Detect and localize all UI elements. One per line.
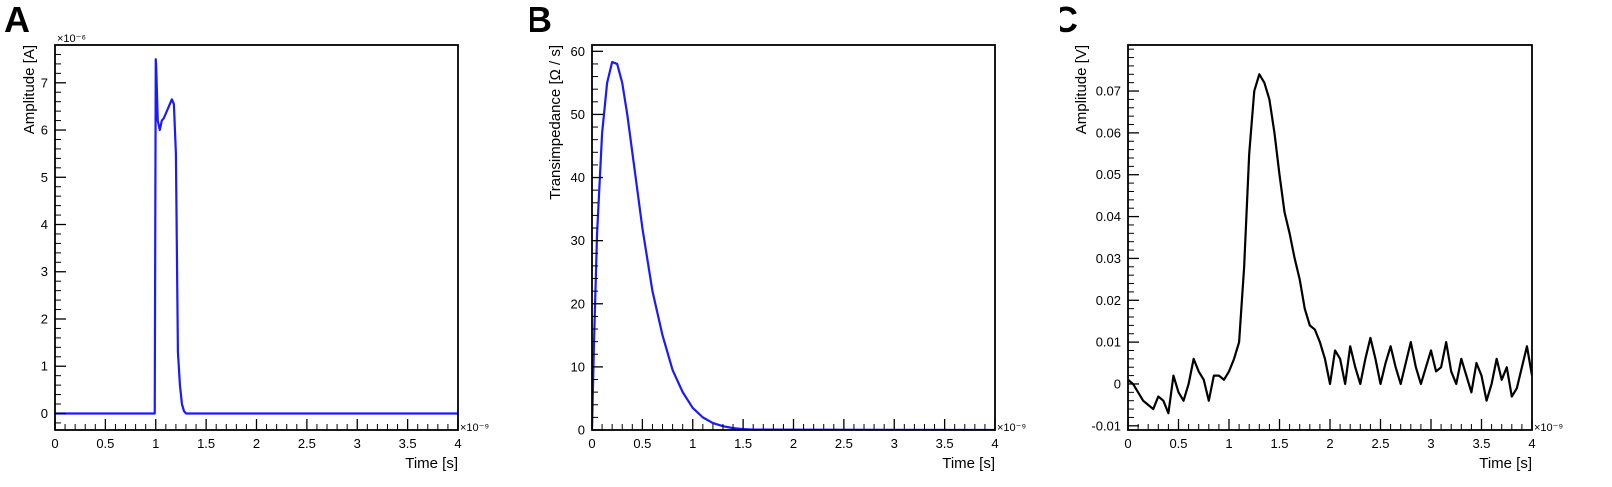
- x-tick-label-b: 1.5: [734, 436, 752, 451]
- y-axis-title-a: Amplitude [A]: [21, 45, 38, 134]
- x-tick-label-c: 0.5: [1169, 436, 1187, 451]
- panel-b: B 0 0.5 1 1.5 2 2.5 3 3.5 4 0 10 20 30 40 50 60 ×10⁻⁹ Time…: [530, 0, 1050, 487]
- y-tick-label-c: 0.07: [1096, 84, 1121, 99]
- panel-a: A 0 0.5 1 1.5 2 2.5 3 3.5 4 0 1 2 3 4 5 6 7 ×10⁻⁹ ×10⁻⁶ Time…: [0, 0, 500, 487]
- x-tick-label-a: 3: [354, 436, 361, 451]
- plot-frame-b: [591, 44, 996, 431]
- y-tick-label-a: 0: [41, 406, 48, 421]
- y-tick-label-c: -0.01: [1091, 418, 1121, 433]
- x-axis-title-c: Time [s]: [1479, 455, 1532, 472]
- series-line-c-0: [1128, 73, 1532, 415]
- y-tick-label-a: 1: [41, 359, 48, 374]
- y-tick-label-b: 60: [571, 44, 585, 59]
- x-tick-label-c: 3: [1427, 436, 1434, 451]
- y-tick-label-a: 6: [41, 123, 48, 138]
- y-tick-label-a: 3: [41, 264, 48, 279]
- x-tick-label-c: 3.5: [1472, 436, 1490, 451]
- x-tick-label-b: 4: [991, 436, 998, 451]
- y-tick-label-b: 10: [571, 359, 585, 374]
- x-axis-title-b: Time [s]: [942, 455, 995, 472]
- y-tick-label-a: 5: [41, 170, 48, 185]
- x-tick-label-c: 2: [1326, 436, 1333, 451]
- x-tick-label-a: 2.5: [298, 436, 316, 451]
- y-axis-title-c: Amplitude [V]: [1073, 45, 1090, 134]
- x-tick-label-b: 0.5: [633, 436, 651, 451]
- y-tick-label-b: 40: [571, 170, 585, 185]
- x-exponent-label-b: ×10⁻⁹: [997, 422, 1026, 434]
- y-tick-label-c: 0: [1114, 376, 1121, 391]
- x-exponent-label-c: ×10⁻⁹: [1534, 422, 1563, 434]
- x-tick-label-a: 4: [454, 436, 461, 451]
- y-tick-label-c: 0.02: [1096, 293, 1121, 308]
- x-tick-label-c: 0: [1124, 436, 1131, 451]
- y-tick-label-b: 30: [571, 233, 585, 248]
- chart-b-svg: B0 0.5 1 1.5 2 2.5 3 3.5 40102030405060×10⁻⁹Time…: [530, 0, 1026, 472]
- y-tick-label-b: 50: [571, 107, 585, 122]
- x-tick-label-b: 2.5: [835, 436, 853, 451]
- panel-c: C 0 0.5 1 1.5 2 2.5 3 3.5 4 -0.01 0 0.01 0.02 0.03 0.04…: [1060, 0, 1612, 487]
- chart-a-svg: A 0 0.5 1 1.5 2 2.5 3 3.5 4 0 1 2 3 4 5 6 7 ×10⁻⁹ ×10⁻⁶ Time…: [4, 0, 489, 472]
- y-tick-label-a: 2: [41, 311, 48, 326]
- x-tick-label-c: 2.5: [1371, 436, 1389, 451]
- plot-frame-a: [54, 44, 459, 431]
- y-tick-label-c: 0.05: [1096, 167, 1121, 182]
- series-line-a-0: [55, 58, 458, 415]
- x-tick-label-b: 0: [588, 436, 595, 451]
- x-tick-label-a: 0.5: [96, 436, 114, 451]
- panel-letter-b: B: [530, 0, 552, 40]
- x-tick-label-c: 4: [1528, 436, 1535, 451]
- y-tick-label-a: 4: [41, 217, 48, 232]
- x-tick-label-a: 1: [152, 436, 159, 451]
- y-tick-label-b: 0: [578, 423, 585, 438]
- x-exponent-label-a: ×10⁻⁹: [460, 422, 489, 434]
- y-tick-label-c: 0.06: [1096, 125, 1121, 140]
- y-tick-label-c: 0.04: [1096, 209, 1121, 224]
- x-tick-label-b: 3: [891, 436, 898, 451]
- panel-letter-c: C: [1060, 0, 1078, 40]
- x-tick-label-c: 1.5: [1270, 436, 1288, 451]
- y-axis-title-b: Transimpedance [Ω / s]: [547, 45, 564, 200]
- x-tick-label-a: 0: [51, 436, 58, 451]
- panel-letter-a: A: [4, 0, 30, 40]
- y-tick-label-c: 0.01: [1096, 335, 1121, 350]
- y-tick-label-c: 0.03: [1096, 251, 1121, 266]
- x-tick-label-a: 3.5: [399, 436, 417, 451]
- x-tick-label-a: 2: [253, 436, 260, 451]
- x-tick-label-b: 3.5: [936, 436, 954, 451]
- x-tick-label-a: 1.5: [197, 436, 215, 451]
- y-exponent-label-a: ×10⁻⁶: [57, 33, 86, 45]
- chart-c-svg: C0 0.5 1 1.5 2 2.5 3 3.5 4-0.0100.010.020.030.04…: [1060, 0, 1563, 472]
- x-tick-label-b: 1: [689, 436, 696, 451]
- series-line-b-0: [592, 60, 995, 430]
- x-tick-label-b: 2: [790, 436, 797, 451]
- y-tick-label-b: 20: [571, 296, 585, 311]
- plot-frame-c: [1127, 44, 1533, 431]
- x-tick-label-c: 1: [1225, 436, 1232, 451]
- y-tick-label-a: 7: [41, 75, 48, 90]
- x-axis-title-a: Time [s]: [405, 455, 458, 472]
